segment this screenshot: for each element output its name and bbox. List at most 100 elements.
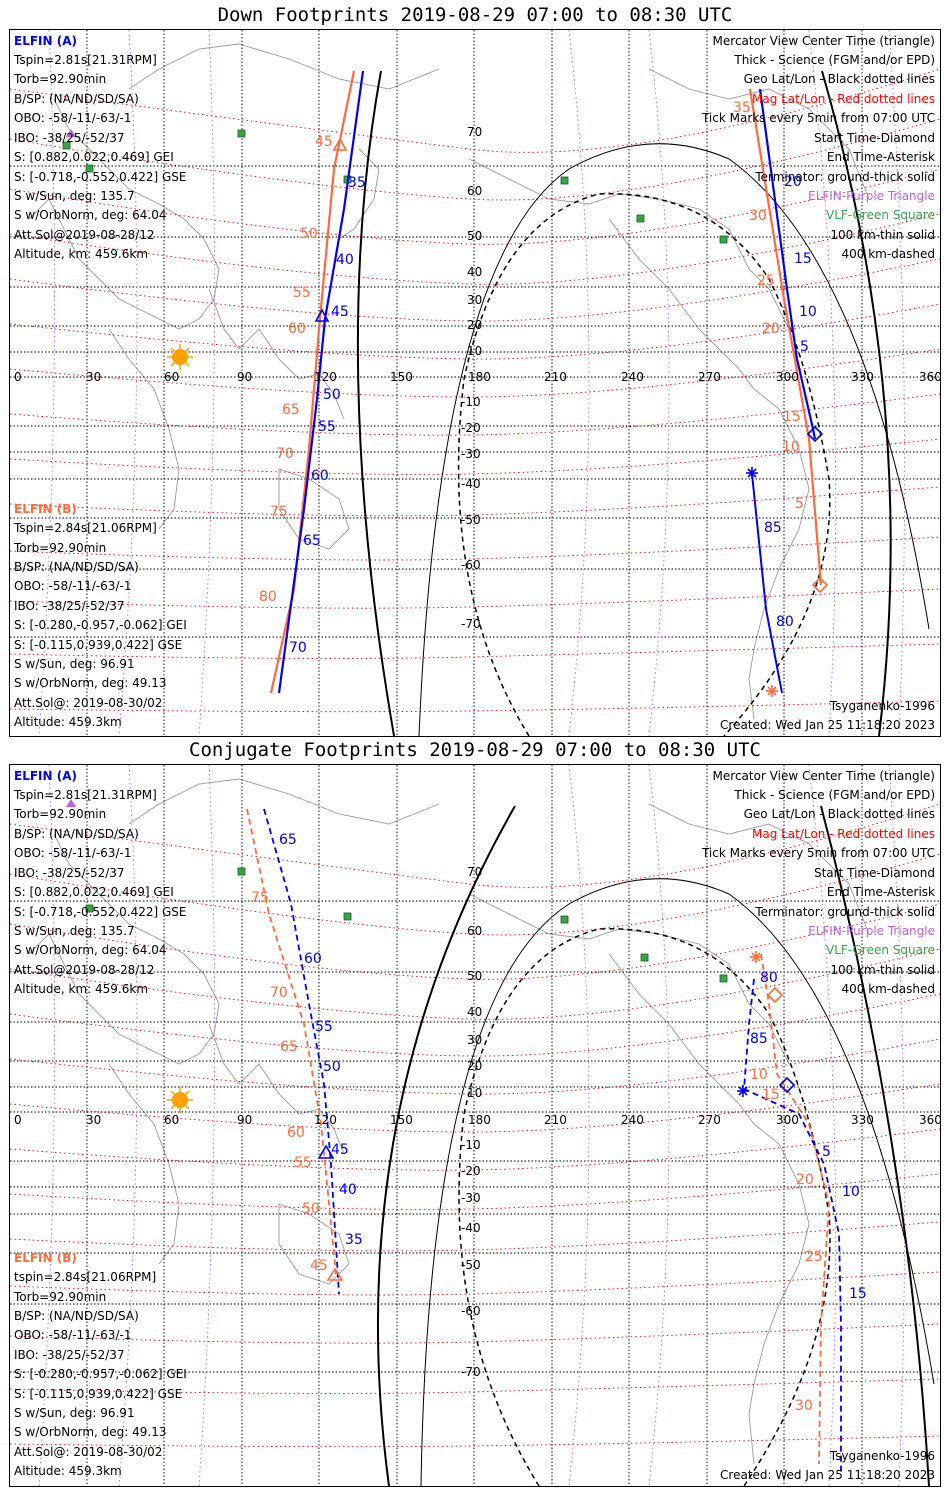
oval-400km [457, 193, 831, 737]
lat-tick: -70 [461, 1365, 481, 1379]
info-line: S: [-0.718,-0.552,0.422] GSE [14, 905, 187, 919]
lon-tick: 30 [86, 370, 101, 384]
track-b-label: 75 [270, 504, 288, 520]
track-b-label: 80 [259, 589, 277, 605]
vlf-square [62, 141, 71, 150]
track-a-label: 5 [822, 1144, 831, 1160]
oval-100km [420, 878, 935, 1487]
info-line: S: [-0.115,0.939,0.422] GSE [14, 1387, 182, 1401]
vlf-square [560, 915, 569, 924]
track-b-label: 20 [762, 321, 780, 337]
elfin-a-track-right [758, 88, 817, 440]
lat-tick: -50 [461, 1258, 481, 1272]
lat-tick: -30 [461, 447, 481, 461]
coastlines [28, 778, 870, 1465]
info-line: S: [-0.280,-0.957,-0.062] GEI [14, 618, 187, 632]
track-b-label: 65 [282, 402, 300, 418]
info-line: Tspin=2.81s[21.31RPM] [13, 788, 157, 802]
vlf-square [237, 129, 246, 138]
lat-tick: -60 [461, 1304, 481, 1318]
vlf-square [719, 974, 728, 983]
lon-tick: 0 [14, 1113, 22, 1127]
geo-grid [10, 765, 940, 1486]
track-a-label: 80 [760, 970, 778, 986]
terminator-east [821, 70, 892, 737]
track-b-label: 45 [310, 1258, 328, 1274]
vlf-square [85, 904, 94, 913]
info-line: Altitude: 459.3km [14, 715, 122, 729]
track-b-label: 5 [795, 496, 804, 512]
lat-tick: 50 [467, 969, 482, 983]
down-footprints-map[interactable]: 35 40 45 50 55 60 65 70 20 15 10 5 85 80… [9, 29, 941, 737]
elfin-a-tick-labels: 35 40 45 50 55 60 65 70 20 15 10 5 85 80 [289, 174, 817, 656]
elfin-b-center-triangle [332, 137, 348, 151]
info-line: B/SP: (NA/ND/SD/SA) [14, 560, 139, 574]
lat-tick: 40 [467, 265, 482, 279]
track-a-label: 35 [348, 175, 366, 191]
legend-item: Start Time-Diamond [814, 866, 935, 880]
legend-item: Geo Lat/Lon - Black dotted lines [744, 72, 935, 86]
track-a-label: 15 [794, 251, 812, 267]
vlf-square [719, 235, 728, 244]
track-a-label: 45 [331, 1142, 349, 1158]
track-a-label: 50 [323, 1059, 341, 1075]
info-line: IBO: -38/25/-52/37 [14, 131, 125, 145]
lat-tick: 50 [467, 229, 482, 243]
elfin-a-end-asterisk [737, 1085, 749, 1097]
lat-tick-labels: 70 60 50 40 30 20 10 -10 -20 -30 -40 -50… [461, 125, 482, 631]
legend-item: End Time-Asterisk [827, 885, 935, 899]
legend-item: ELFIN-Purple Triangle [808, 924, 935, 938]
elfin-a-end-asterisk [746, 467, 758, 479]
lon-tick: 180 [468, 370, 491, 384]
info-line: Tspin=2.81s[21.31RPM] [13, 53, 157, 67]
lat-tick: 10 [467, 344, 482, 358]
geo-grid [10, 30, 940, 736]
info-line: IBO: -38/25/-52/37 [14, 1348, 125, 1362]
track-a-label: 20 [784, 174, 802, 190]
track-b-label: 25 [757, 273, 775, 289]
lat-tick: 40 [467, 1005, 482, 1019]
elfin-b-header: ELFIN (B) [14, 502, 77, 516]
track-a-label: 10 [842, 1184, 860, 1200]
lon-tick: 330 [851, 370, 874, 384]
lat-tick: 70 [467, 125, 482, 139]
track-b-label: 55 [294, 1155, 312, 1171]
lon-tick: 330 [851, 1113, 874, 1127]
track-a-label: 70 [289, 640, 307, 656]
lon-tick: 360 [919, 370, 941, 384]
track-a-label: 35 [345, 1232, 363, 1248]
lon-tick: 300 [776, 1113, 799, 1127]
lon-tick: 210 [544, 370, 567, 384]
map-frame [9, 29, 941, 737]
lon-tick: 90 [237, 370, 252, 384]
lat-tick: 10 [467, 1086, 482, 1100]
info-line: IBO: -38/25/-52/37 [14, 599, 125, 613]
lon-tick: 60 [164, 370, 179, 384]
lon-tick: 270 [698, 370, 721, 384]
track-b-label: 70 [270, 985, 288, 1001]
lon-tick: 0 [14, 370, 22, 384]
track-a-label: 55 [318, 419, 336, 435]
elfin-b-tick-labels: 75 70 65 60 55 50 45 10 15 20 25 30 [251, 890, 823, 1414]
legend-item: VLF-Green Square [826, 943, 935, 957]
legend-item: 400 km-dashed [841, 982, 935, 996]
terminator-west [376, 805, 516, 1487]
track-b-label: 10 [750, 1067, 768, 1083]
vlf-square [636, 214, 645, 223]
lat-tick: -70 [461, 617, 481, 631]
info-line: S: [-0.115,0.939,0.422] GSE [14, 638, 182, 652]
conjugate-footprints-map[interactable]: 65 60 55 50 45 40 35 80 85 5 10 15 75 70… [9, 764, 941, 1487]
info-line: Altitude, km: 459.6km [14, 982, 148, 996]
elfin-b-track-right [748, 88, 823, 586]
elfin-a-start-diamond [778, 1076, 796, 1094]
track-b-label: 55 [293, 285, 311, 301]
track-b-label: 65 [280, 1039, 298, 1055]
lon-tick: 240 [621, 1113, 644, 1127]
coastlines [28, 43, 870, 720]
elfin-a-track-right [743, 978, 842, 1474]
info-line: Altitude: 459.3km [14, 1464, 122, 1478]
info-line: Torb=92.90min [13, 72, 106, 86]
legend-item: Tick Marks every 5min from 07:00 UTC [701, 111, 935, 125]
legend-item: End Time-Asterisk [827, 150, 935, 164]
elfin-b-header: ELFIN (B) [14, 1251, 77, 1265]
